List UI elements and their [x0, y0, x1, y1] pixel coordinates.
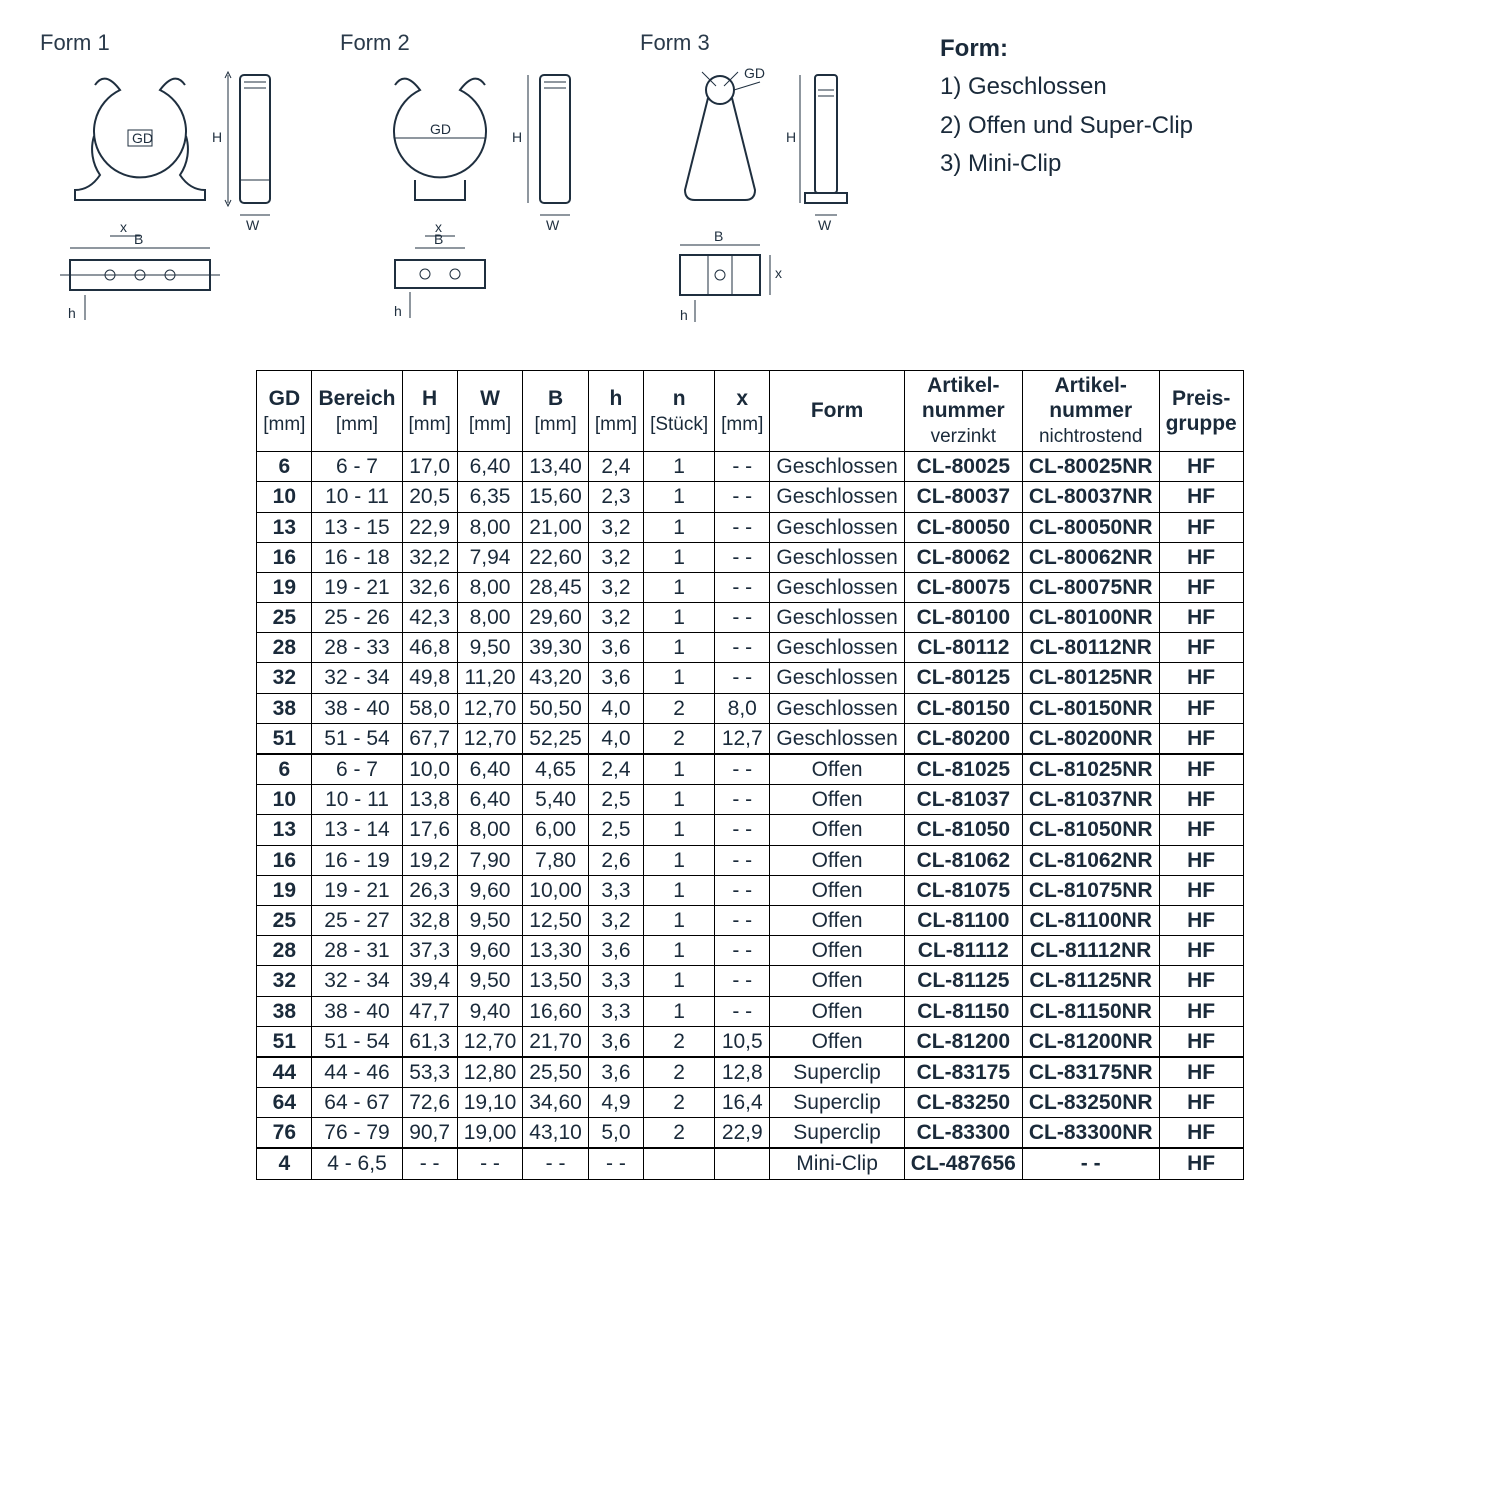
table-row: 1010 - 1120,56,3515,602,31- -Geschlossen…: [257, 482, 1243, 512]
form2-label: Form 2: [340, 30, 410, 56]
svg-text:GD: GD: [430, 121, 451, 137]
col-gd: GD[mm]: [257, 371, 312, 452]
table-row: 5151 - 5467,712,7052,254,0212,7Geschloss…: [257, 723, 1243, 754]
table-row: 1616 - 1832,27,9422,603,21- -Geschlossen…: [257, 542, 1243, 572]
col-B: B[mm]: [523, 371, 589, 452]
diagram-form2: Form 2 GD H W B x h: [340, 30, 600, 340]
diagram-form1: Form 1 GD H W B: [40, 30, 300, 340]
legend-item: 2) Offen und Super-Clip: [940, 107, 1193, 145]
table-row: 1919 - 2126,39,6010,003,31- -OffenCL-810…: [257, 875, 1243, 905]
col-art-nichtrostend: Artikel-nummernichtrostend: [1022, 371, 1159, 452]
svg-text:W: W: [818, 217, 832, 233]
form-legend: Form: 1) Geschlossen 2) Offen und Super-…: [940, 30, 1193, 184]
svg-text:H: H: [512, 129, 522, 145]
table-row: 1919 - 2132,68,0028,453,21- -Geschlossen…: [257, 572, 1243, 602]
diagrams-strip: Form 1 GD H W B: [40, 30, 1460, 340]
col-x: x[mm]: [715, 371, 770, 452]
svg-text:h: h: [680, 307, 688, 323]
legend-title: Form:: [940, 35, 1008, 62]
gd-label: GD: [132, 130, 153, 146]
col-n: n[Stück]: [644, 371, 715, 452]
table-body: 66 - 717,06,4013,402,41- -GeschlossenCL-…: [257, 452, 1243, 1180]
w-dim: W: [246, 217, 260, 233]
diagram-form3: Form 3 GD H W B x h: [640, 30, 880, 340]
hsmall-dim: h: [68, 305, 76, 321]
form1-label: Form 1: [40, 30, 110, 56]
table-row: 1313 - 1522,98,0021,003,21- -Geschlossen…: [257, 512, 1243, 542]
col-bereich: Bereich[mm]: [312, 371, 402, 452]
spec-table: GD[mm] Bereich[mm] H[mm] W[mm] B[mm] h[m…: [256, 370, 1243, 1180]
form1-svg: GD H W B x h: [40, 60, 300, 340]
legend-item: 1) Geschlossen: [940, 68, 1193, 106]
table-row: 66 - 710,06,404,652,41- -OffenCL-81025CL…: [257, 754, 1243, 785]
b-dim: B: [134, 231, 143, 247]
table-row: 3232 - 3439,49,5013,503,31- -OffenCL-811…: [257, 966, 1243, 996]
table-row: 1313 - 1417,68,006,002,51- -OffenCL-8105…: [257, 815, 1243, 845]
table-row: 7676 - 7990,719,0043,105,0222,9Superclip…: [257, 1118, 1243, 1149]
form2-svg: GD H W B x h: [340, 60, 600, 340]
col-preisgruppe: Preis-gruppe: [1159, 371, 1243, 452]
form3-svg: GD H W B x h: [640, 60, 880, 340]
x-dim: x: [120, 219, 127, 235]
h-dim: H: [212, 129, 222, 145]
svg-text:h: h: [394, 303, 402, 319]
col-art-verzinkt: Artikel-nummerverzinkt: [904, 371, 1022, 452]
table-row: 3838 - 4058,012,7050,504,028,0Geschlosse…: [257, 693, 1243, 723]
svg-text:x: x: [775, 265, 782, 281]
svg-text:x: x: [435, 219, 442, 235]
table-row: 5151 - 5461,312,7021,703,6210,5OffenCL-8…: [257, 1026, 1243, 1057]
svg-text:B: B: [714, 228, 723, 244]
table-row: 2828 - 3346,89,5039,303,61- -Geschlossen…: [257, 633, 1243, 663]
col-H: H[mm]: [402, 371, 457, 452]
col-h: h[mm]: [588, 371, 643, 452]
table-row: 6464 - 6772,619,1034,604,9216,4Superclip…: [257, 1088, 1243, 1118]
col-form: Form: [770, 371, 904, 452]
svg-text:GD: GD: [744, 65, 765, 81]
table-row: 3838 - 4047,79,4016,603,31- -OffenCL-811…: [257, 996, 1243, 1026]
table-row: 4444 - 4653,312,8025,503,6212,8Superclip…: [257, 1057, 1243, 1088]
legend-item: 3) Mini-Clip: [940, 145, 1193, 183]
table-row: 3232 - 3449,811,2043,203,61- -Geschlosse…: [257, 663, 1243, 693]
table-row: 66 - 717,06,4013,402,41- -GeschlossenCL-…: [257, 452, 1243, 482]
table-row: 1616 - 1919,27,907,802,61- -OffenCL-8106…: [257, 845, 1243, 875]
col-W: W[mm]: [457, 371, 523, 452]
svg-text:W: W: [546, 217, 560, 233]
table-row: 44 - 6,5- -- -- -- -Mini-ClipCL-487656- …: [257, 1148, 1243, 1179]
table-row: 2525 - 2642,38,0029,603,21- -Geschlossen…: [257, 603, 1243, 633]
form3-label: Form 3: [640, 30, 710, 56]
table-row: 1010 - 1113,86,405,402,51- -OffenCL-8103…: [257, 785, 1243, 815]
table-row: 2525 - 2732,89,5012,503,21- -OffenCL-811…: [257, 905, 1243, 935]
table-header: GD[mm] Bereich[mm] H[mm] W[mm] B[mm] h[m…: [257, 371, 1243, 452]
svg-text:H: H: [786, 129, 796, 145]
table-row: 2828 - 3137,39,6013,303,61- -OffenCL-811…: [257, 936, 1243, 966]
